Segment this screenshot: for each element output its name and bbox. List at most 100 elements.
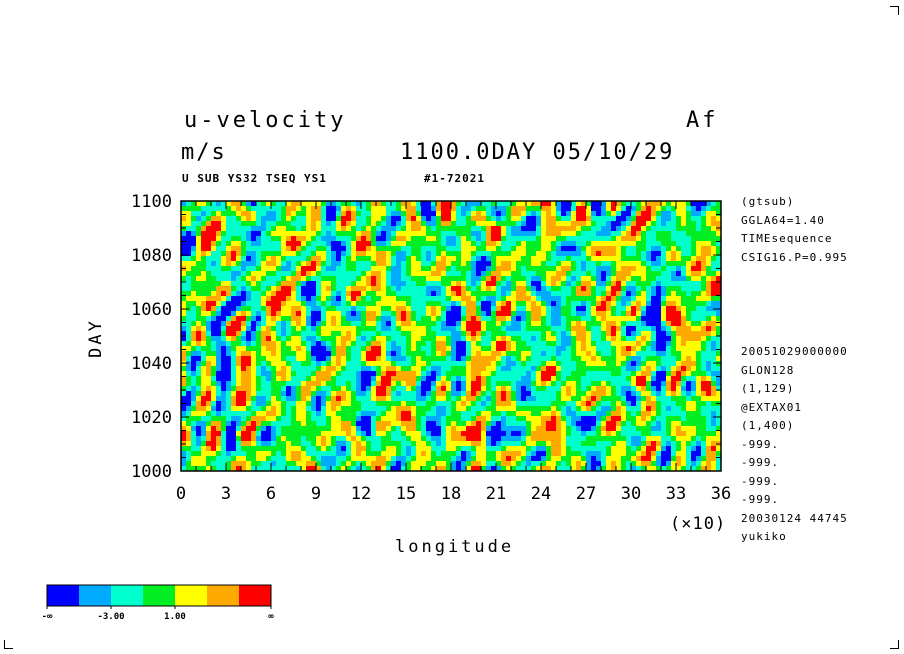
heatmap-cell [291,286,297,292]
heatmap-cell [606,296,612,302]
heatmap-cell [536,236,542,242]
heatmap-cell [256,351,262,357]
heatmap-cell [631,321,637,327]
heatmap-cell [621,316,627,322]
heatmap-cell [306,296,312,302]
heatmap-cell [441,231,447,237]
heatmap-cell [406,266,412,272]
heatmap-cell [291,341,297,347]
heatmap-cell [671,206,677,212]
heatmap-cell [291,296,297,302]
heatmap-cell [346,276,352,282]
heatmap-cell [416,366,422,372]
heatmap-cell [566,211,572,217]
heatmap-cell [496,301,502,307]
heatmap-cell [446,396,452,402]
heatmap-cell [186,286,192,292]
heatmap-cell [311,386,317,392]
heatmap-cell [336,291,342,297]
heatmap-cell [191,361,197,367]
heatmap-cell [321,296,327,302]
heatmap-cell [681,381,687,387]
heatmap-cell [286,236,292,242]
heatmap-cell [626,281,632,287]
heatmap-cell [276,206,282,212]
heatmap-cell [486,401,492,407]
heatmap-cell [396,336,402,342]
heatmap-cell [516,316,522,322]
heatmap-cell [451,291,457,297]
heatmap-cell [406,421,412,427]
heatmap-cell [571,386,577,392]
heatmap-cell [406,366,412,372]
heatmap-cell [306,246,312,252]
heatmap-cell [411,231,417,237]
heatmap-cell [331,331,337,337]
heatmap-cell [231,386,237,392]
heatmap-cell [561,271,567,277]
heatmap-cell [671,351,677,357]
heatmap-cell [511,411,517,417]
heatmap-cell [411,381,417,387]
heatmap-cell [641,276,647,282]
heatmap-cell [356,321,362,327]
heatmap-cell [276,311,282,317]
heatmap-cell [486,426,492,432]
heatmap-cell [181,246,187,252]
heatmap-cell [606,231,612,237]
heatmap-cell [381,251,387,257]
heatmap-cell [521,266,527,272]
heatmap-cell [546,401,552,407]
heatmap-cell [476,251,482,257]
heatmap-cell [441,271,447,277]
heatmap-cell [576,401,582,407]
heatmap-cell [246,366,252,372]
heatmap-cell [461,311,467,317]
heatmap-cell [561,426,567,432]
heatmap-cell [276,366,282,372]
heatmap-cell [341,341,347,347]
heatmap-cell [461,211,467,217]
heatmap-cell [331,321,337,327]
heatmap-cell [676,201,682,207]
heatmap-cell [691,326,697,332]
heatmap-cell [611,281,617,287]
heatmap-cell [416,271,422,277]
heatmap-cell [266,401,272,407]
heatmap-cell [411,291,417,297]
heatmap-cell [546,231,552,237]
heatmap-cell [246,226,252,232]
heatmap-cell [536,371,542,377]
heatmap-cell [556,226,562,232]
heatmap-cell [326,306,332,312]
heatmap-cell [696,331,702,337]
heatmap-cell [611,361,617,367]
heatmap-cell [576,241,582,247]
heatmap-cell [601,251,607,257]
heatmap-cell [561,321,567,327]
heatmap-cell [541,266,547,272]
heatmap-cell [551,311,557,317]
heatmap-cell [511,281,517,287]
heatmap-cell [481,246,487,252]
heatmap-cell [351,221,357,227]
heatmap-cell [211,416,217,422]
heatmap-cell [536,291,542,297]
heatmap-cell [426,216,432,222]
heatmap-cell [641,386,647,392]
heatmap-cell [356,326,362,332]
heatmap-cell [686,331,692,337]
heatmap-cell [681,256,687,262]
heatmap-cell [466,276,472,282]
heatmap-cell [606,286,612,292]
heatmap-cell [636,236,642,242]
heatmap-cell [646,206,652,212]
heatmap-cell [611,376,617,382]
heatmap-cell [586,241,592,247]
heatmap-cell [451,371,457,377]
heatmap-cell [601,216,607,222]
heatmap-cell [461,241,467,247]
heatmap-cell [641,206,647,212]
heatmap-cell [251,321,257,327]
heatmap-cell [251,401,257,407]
